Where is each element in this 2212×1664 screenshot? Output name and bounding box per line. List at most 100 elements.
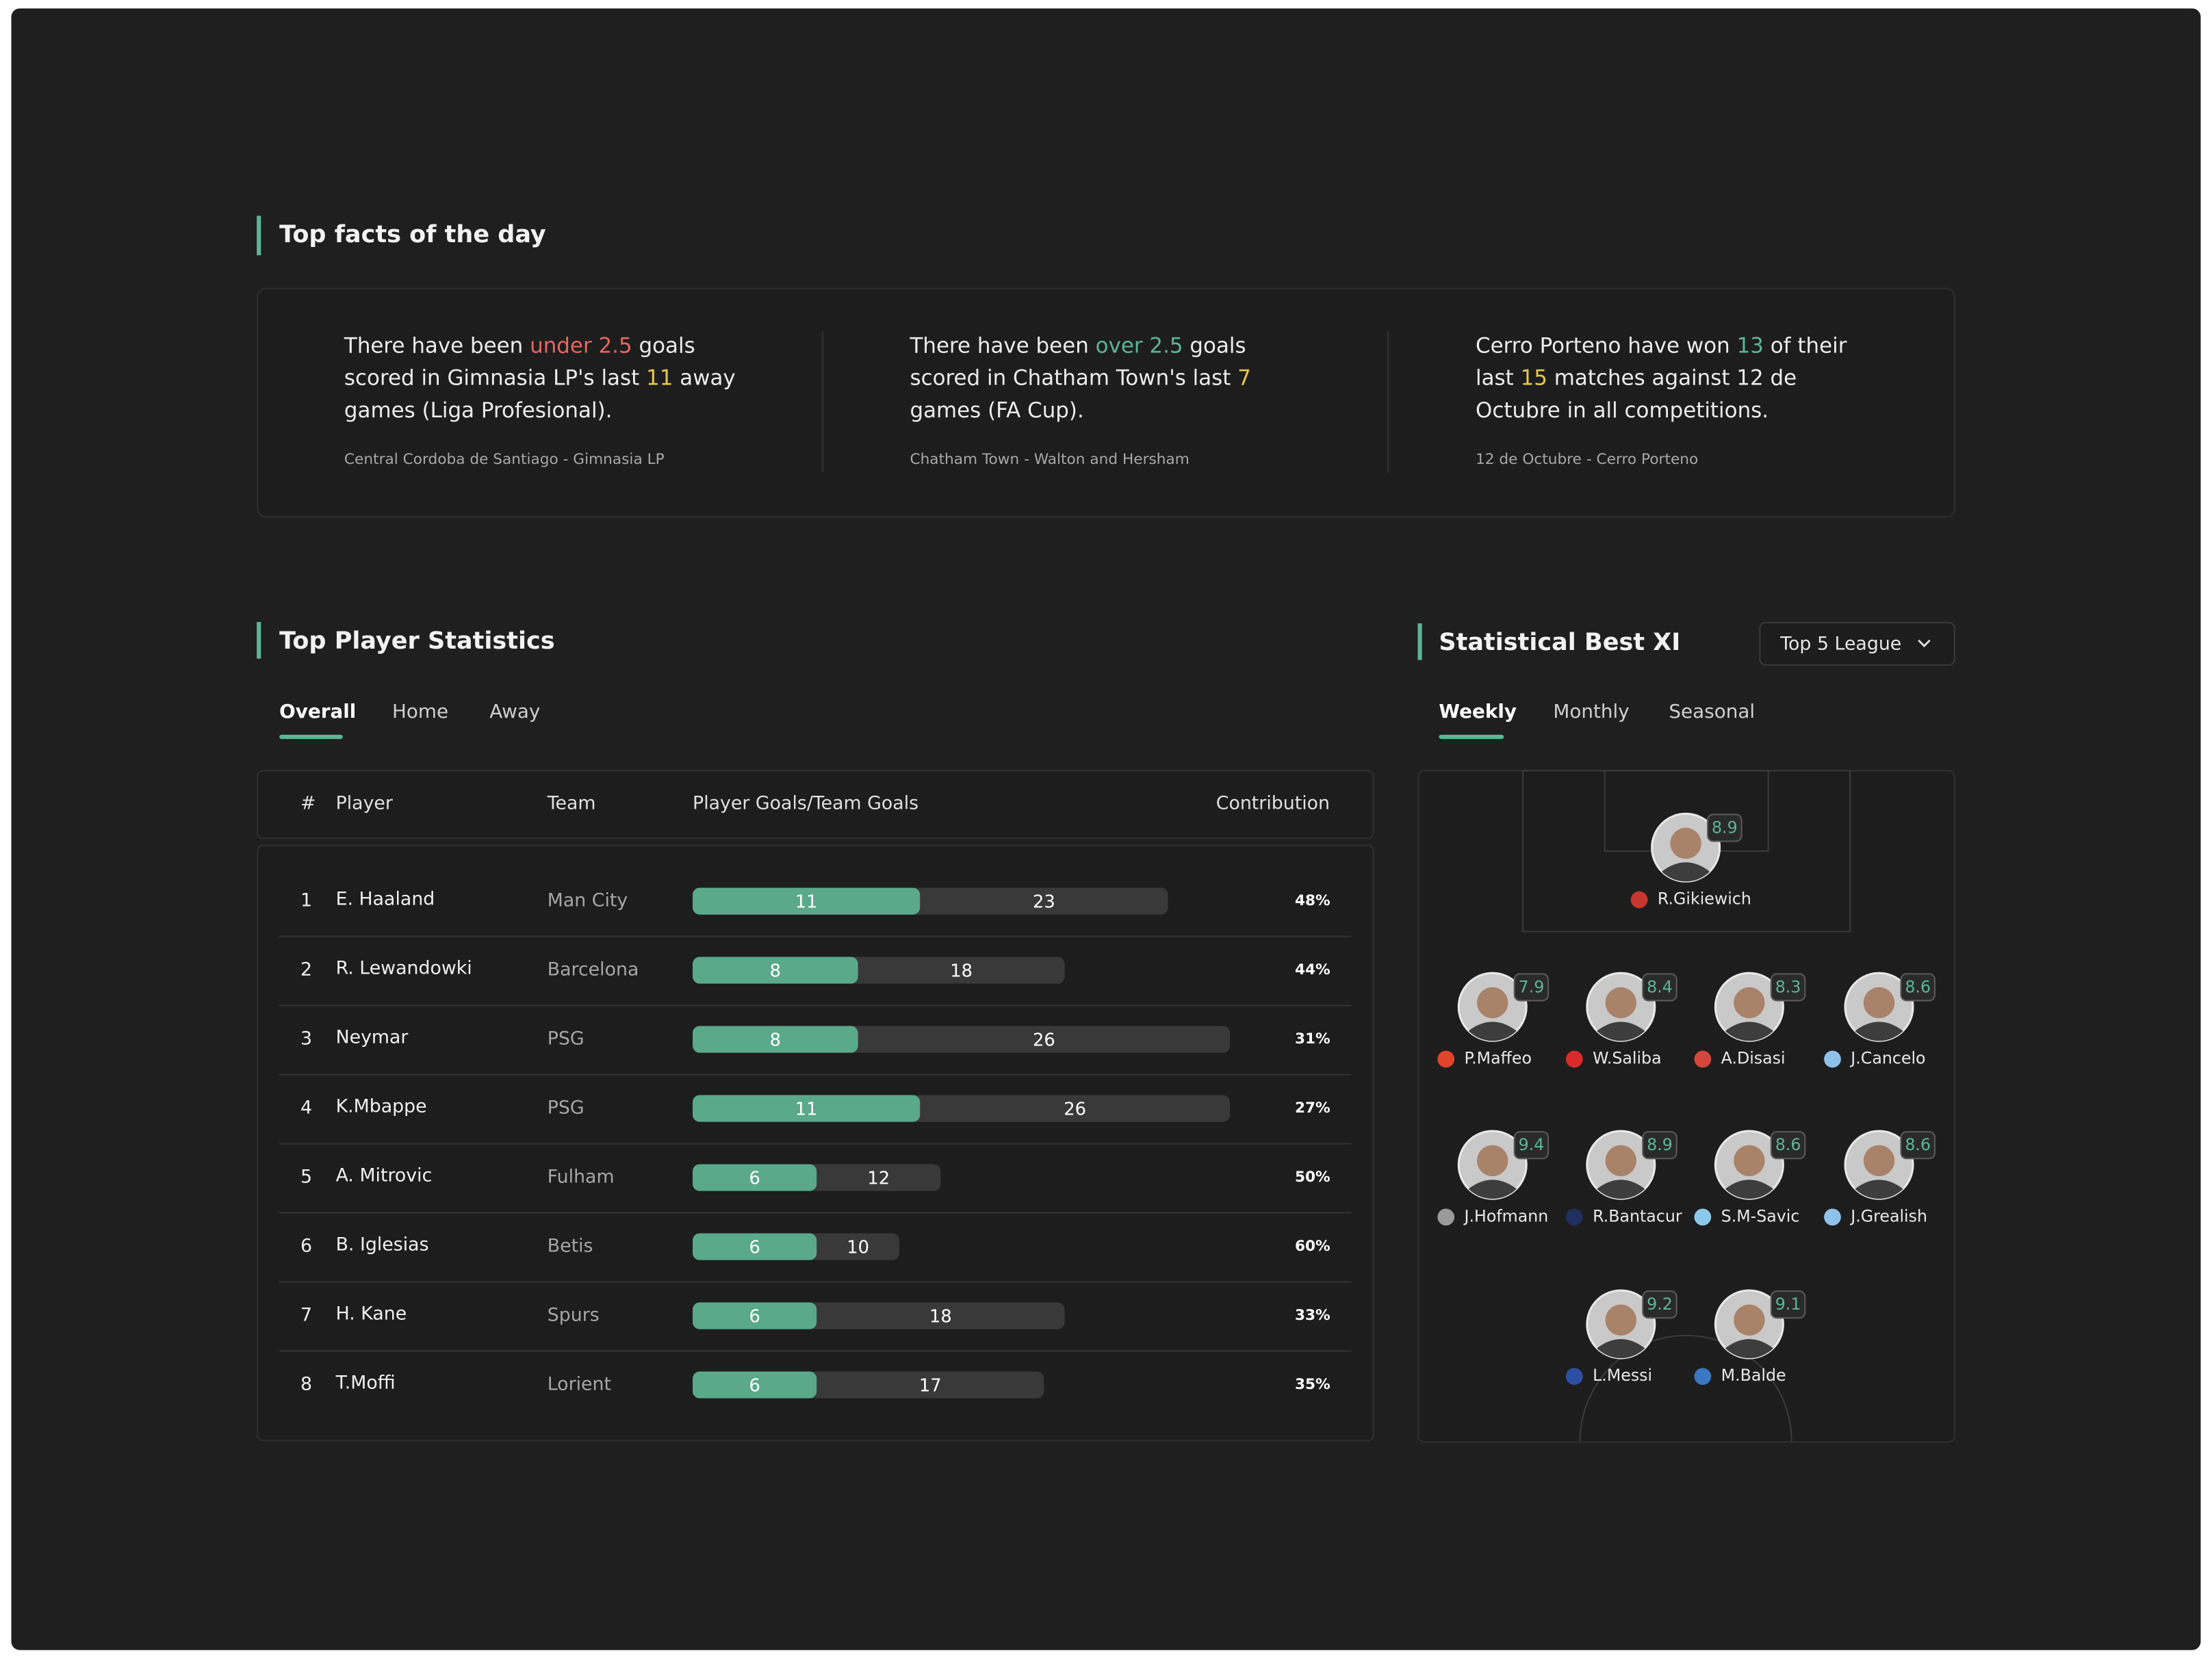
- dropdown-label[interactable]: Top 5 League: [1779, 633, 1901, 654]
- player-goals-label: 6: [749, 1307, 760, 1327]
- avatar-shoulders: [1597, 1022, 1645, 1041]
- section-marker: [1417, 623, 1422, 660]
- rank: 1: [300, 890, 312, 911]
- player-name: J.Grealish: [1849, 1206, 1927, 1225]
- player-goals-bar: [693, 1371, 817, 1399]
- fact-part: Cerro Porteno have won: [1476, 333, 1737, 359]
- avatar-shoulders: [1725, 1180, 1773, 1199]
- rank: 8: [300, 1374, 312, 1395]
- fact-part: matches against 12 de Octubre in all com…: [1476, 365, 1797, 424]
- rating-badge: [1513, 1131, 1549, 1160]
- fact-match: Central Cordoba de Santiago - Gimnasia L…: [344, 451, 665, 469]
- avatar-head: [1477, 987, 1508, 1019]
- section-title: Top facts of the day: [279, 220, 546, 248]
- rating: 8.3: [1775, 977, 1801, 996]
- contribution: 31%: [1295, 1030, 1330, 1048]
- player-name: A. Mitrovic: [336, 1165, 433, 1186]
- fact-part: There have been: [910, 333, 1096, 359]
- team-goals-label: 10: [847, 1238, 869, 1258]
- avatar-head: [1863, 1145, 1895, 1177]
- center-arc: [1579, 1335, 1792, 1442]
- avatar-shoulders: [1597, 1180, 1645, 1199]
- dropdown-chevron[interactable]: [1918, 639, 1931, 648]
- team-goals-label: 18: [929, 1307, 952, 1327]
- rating: 9.1: [1775, 1295, 1801, 1314]
- club-badge: [1565, 1368, 1583, 1386]
- rating-badge: [1770, 973, 1806, 1002]
- column-header: Player Goals/Team Goals: [693, 792, 918, 814]
- rating-badge: [1770, 1131, 1806, 1160]
- player-name: E. Haaland: [336, 889, 435, 910]
- fact-part: 7: [1237, 365, 1251, 391]
- player-goals-bar: [693, 1233, 817, 1260]
- fact-part: There have been: [344, 333, 530, 359]
- fact-part: 11: [646, 365, 673, 391]
- player-name: R.Bantacur: [1593, 1206, 1682, 1225]
- club-badge: [1437, 1208, 1455, 1226]
- rank: 6: [300, 1236, 312, 1257]
- rating: 8.4: [1647, 977, 1673, 996]
- team-goals-label: 26: [1033, 1030, 1055, 1051]
- contribution: 27%: [1295, 1100, 1330, 1117]
- player-name: K.Mbappe: [336, 1096, 427, 1117]
- team-name: Fulham: [548, 1167, 615, 1188]
- dropdown-box[interactable]: [1759, 621, 1955, 666]
- player-name: P.Maffeo: [1465, 1048, 1532, 1067]
- team-goals-label: 17: [919, 1376, 942, 1396]
- team-name: Barcelona: [548, 959, 639, 980]
- player-name: H. Kane: [336, 1303, 407, 1325]
- tab-indicator: [1439, 734, 1504, 740]
- team-goals-label: 23: [1033, 892, 1055, 913]
- player-name: R.Gikiewich: [1658, 889, 1751, 909]
- tab[interactable]: Weekly: [1439, 700, 1517, 723]
- avatar-head: [1863, 987, 1895, 1019]
- avatar-head: [1734, 987, 1765, 1019]
- fact-match: Chatham Town - Walton and Hersham: [910, 451, 1189, 469]
- club-badge: [1824, 1208, 1841, 1226]
- section-title: Statistical Best XI: [1439, 628, 1680, 656]
- rank: 4: [300, 1097, 312, 1119]
- tab[interactable]: Away: [489, 700, 540, 723]
- rating: 9.2: [1647, 1295, 1673, 1314]
- avatar-shoulders: [1662, 862, 1710, 882]
- section-marker: [257, 216, 261, 256]
- player-goals-label: 6: [749, 1169, 760, 1189]
- table-header: [257, 770, 1374, 840]
- player-goals-label: 8: [770, 961, 781, 982]
- player-goals-bar: [693, 957, 858, 984]
- player-goals-bar: [693, 1164, 817, 1191]
- avatar-shoulders: [1855, 1022, 1903, 1041]
- avatar-shoulders: [1725, 1339, 1773, 1359]
- club-badge: [1694, 1368, 1712, 1386]
- contribution: 35%: [1295, 1376, 1330, 1393]
- rating: 7.9: [1519, 977, 1545, 996]
- tab[interactable]: Home: [392, 700, 448, 723]
- tab[interactable]: Overall: [279, 700, 356, 723]
- avatar-head: [1605, 1304, 1636, 1336]
- avatar-shoulders: [1468, 1180, 1517, 1199]
- team-name: Lorient: [548, 1374, 611, 1395]
- rank: 3: [300, 1028, 312, 1050]
- fact-text: Cerro Porteno have won 13 of their last …: [1476, 330, 1877, 427]
- player-goals-bar: [693, 1302, 817, 1329]
- club-badge: [1437, 1050, 1455, 1068]
- fact-part: 15: [1520, 365, 1547, 391]
- rank: 7: [300, 1305, 312, 1326]
- team-goals-label: 18: [950, 961, 973, 982]
- avatar-shoulders: [1725, 1022, 1773, 1041]
- tab[interactable]: Monthly: [1553, 700, 1629, 723]
- club-badge: [1824, 1050, 1841, 1068]
- section-title: Top Player Statistics: [279, 627, 554, 655]
- avatar-head: [1670, 827, 1701, 859]
- tab[interactable]: Seasonal: [1669, 700, 1755, 723]
- dropdown[interactable]: Top 5 League: [1759, 621, 1955, 666]
- team-name: Man City: [548, 890, 628, 911]
- fact-part: away games (Liga Profesional).: [344, 365, 736, 424]
- team-name: Spurs: [548, 1305, 600, 1326]
- player-name: M.Balde: [1721, 1366, 1786, 1385]
- rating-badge: [1900, 973, 1936, 1002]
- player-name: R. Lewandowki: [336, 958, 472, 979]
- contribution: 48%: [1295, 892, 1330, 909]
- team-goals-label: 12: [867, 1169, 890, 1189]
- avatar-head: [1605, 1145, 1636, 1177]
